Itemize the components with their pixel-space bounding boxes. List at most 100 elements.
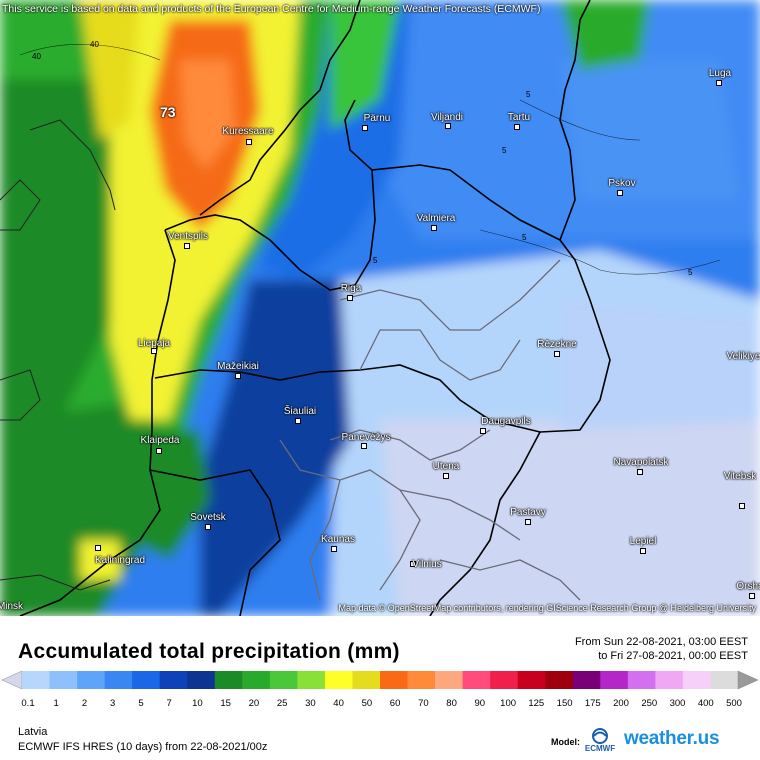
scale-tick-label: 500: [726, 698, 742, 709]
city-label-pastavy[interactable]: Pastavy: [510, 507, 546, 518]
scale-swatch: [600, 671, 629, 689]
city-label-rezekne[interactable]: Rēzekne: [537, 339, 577, 350]
city-label-pskov[interactable]: Pskov: [608, 178, 636, 189]
city-label-kaunas[interactable]: Kaunas: [321, 534, 355, 545]
scale-tick-label: 100: [500, 698, 517, 709]
city-label-velikiye-luki[interactable]: Velikiye Luki: [726, 351, 760, 362]
scale-swatch: [435, 671, 463, 689]
scale-swatch: [159, 671, 188, 689]
city-marker[interactable]: [617, 190, 623, 196]
scale-tick-label: 80: [446, 698, 457, 709]
scale-tick-label: 0.1: [21, 698, 35, 709]
scale-swatch: [655, 671, 684, 689]
city-label-navapolatsk[interactable]: Navapolatsk: [613, 457, 669, 468]
city-label-daugavpils[interactable]: Daugavpils: [481, 416, 531, 427]
chart-title: Accumulated total precipitation (mm): [18, 640, 400, 663]
period-from: From Sun 22-08-2021, 03:00 EEST: [574, 636, 748, 648]
scale-tick-label: 40: [333, 698, 344, 709]
city-label-panevezys[interactable]: Panevėžys: [341, 432, 391, 443]
city-marker[interactable]: [347, 295, 353, 301]
scale-arrow-left: [1, 670, 23, 690]
city-label-valmiera[interactable]: Valmiera: [416, 213, 456, 224]
scale-swatch: [682, 671, 711, 689]
city-marker[interactable]: [739, 503, 745, 509]
scale-tick-label: 2: [81, 698, 88, 709]
contour-label: 5: [373, 256, 378, 265]
city-label-parnu[interactable]: Pärnu: [363, 113, 391, 124]
scale-swatch: [407, 671, 436, 689]
scale-tick-label: 90: [474, 698, 486, 709]
city-marker[interactable]: [749, 593, 755, 599]
city-marker[interactable]: [235, 373, 241, 379]
city-marker[interactable]: [361, 443, 367, 449]
scale-tick-label: 125: [528, 698, 545, 709]
city-label-kaliningrad[interactable]: Kaliningrad: [94, 555, 146, 566]
scale-swatch: [490, 671, 518, 689]
attribution-top: This service is based on data and produc…: [2, 3, 541, 15]
city-marker[interactable]: [331, 546, 337, 552]
city-label-ventspils[interactable]: Ventspils: [167, 231, 209, 242]
brand-logo[interactable]: weather.us: [624, 728, 720, 749]
city-marker[interactable]: [554, 351, 560, 357]
city-label-viljandi[interactable]: Viljandi: [430, 112, 464, 123]
city-label-minsk[interactable]: Minsk: [0, 601, 24, 612]
scale-tick-label: 7: [166, 698, 172, 709]
contour-label: 5: [502, 146, 507, 155]
city-label-riga[interactable]: Riga: [340, 283, 362, 294]
city-label-vitebsk[interactable]: Vitebsk: [723, 471, 757, 482]
city-marker[interactable]: [156, 448, 162, 454]
city-label-siauliai[interactable]: Šiauliai: [283, 406, 317, 417]
scale-tick-label: 1: [53, 698, 59, 709]
ecmwf-logo[interactable]: ECMWF: [583, 727, 617, 753]
city-label-liepaja[interactable]: Liepaja: [137, 338, 171, 349]
city-marker[interactable]: [431, 225, 437, 231]
scale-swatch: [49, 671, 78, 689]
city-marker[interactable]: [246, 139, 252, 145]
city-label-kuressaare[interactable]: Kuressaare: [222, 126, 274, 137]
scale-tick-label: 150: [556, 698, 573, 709]
city-marker[interactable]: [514, 124, 520, 130]
city-marker[interactable]: [716, 80, 722, 86]
attribution-bottom: Map data © OpenStreetMap contributors, r…: [338, 603, 756, 613]
city-label-luga[interactable]: Luga: [708, 68, 732, 79]
city-marker[interactable]: [480, 428, 486, 434]
scale-swatch: [187, 671, 216, 689]
city-label-tartu[interactable]: Tartu: [507, 112, 531, 123]
city-label-vilnius[interactable]: Vilnius: [412, 559, 442, 570]
city-marker[interactable]: [362, 125, 368, 131]
city-marker[interactable]: [295, 418, 301, 424]
city-label-utena[interactable]: Utena: [432, 461, 460, 472]
precipitation-map[interactable]: This service is based on data and produc…: [0, 0, 760, 616]
scale-swatch: [22, 671, 50, 689]
scale-tick-label: 250: [641, 698, 658, 709]
city-label-sovetsk[interactable]: Sovetsk: [190, 512, 226, 523]
scale-swatch: [77, 671, 105, 689]
contour-label: 5: [688, 268, 693, 277]
contour-label: 40: [32, 52, 41, 61]
city-label-klaipeda[interactable]: Klaipeda: [140, 435, 180, 446]
city-label-lepiel[interactable]: Lepiel: [629, 536, 657, 547]
scale-tick-label: 300: [669, 698, 686, 709]
city-marker[interactable]: [410, 561, 416, 567]
scale-swatch: [324, 671, 353, 689]
scale-tick-label: 25: [276, 698, 288, 709]
city-marker[interactable]: [205, 524, 211, 530]
city-marker[interactable]: [640, 548, 646, 554]
city-marker[interactable]: [151, 348, 157, 354]
city-marker[interactable]: [443, 473, 449, 479]
city-marker[interactable]: [525, 519, 531, 525]
city-label-mazeikiai[interactable]: Mažeikiai: [217, 361, 259, 372]
scale-tick-label: 175: [584, 698, 601, 709]
contour-label: 5: [526, 90, 531, 99]
scale-tick-label: 5: [138, 698, 144, 709]
scale-swatch: [269, 671, 298, 689]
scale-swatch: [104, 671, 133, 689]
city-marker[interactable]: [637, 469, 643, 475]
city-marker[interactable]: [95, 545, 101, 551]
scale-arrow-right: [737, 670, 759, 690]
city-marker[interactable]: [184, 243, 190, 249]
city-label-orsha[interactable]: Orsha: [736, 581, 760, 592]
city-marker[interactable]: [445, 123, 451, 129]
precipitation-field: [0, 0, 760, 616]
scale-tick-label: 400: [697, 698, 714, 709]
